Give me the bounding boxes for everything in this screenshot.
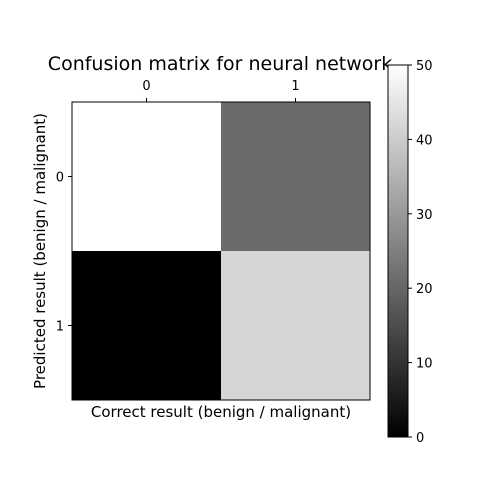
x-tick-label: 0 <box>142 79 150 94</box>
colorbar-ticks: 0 10 20 30 40 50 <box>408 59 433 446</box>
y-axis-label: Predicted result (benign / malignant) <box>31 113 49 389</box>
x-axis-label: Correct result (benign / malignant) <box>91 403 351 421</box>
heatmap-cell-0-0 <box>72 102 221 251</box>
colorbar-tick-label: 10 <box>416 357 433 372</box>
heatmap-cell-0-1 <box>221 102 370 251</box>
colorbar-tick-label: 40 <box>416 133 433 148</box>
colorbar-tick-label: 0 <box>416 431 424 446</box>
colorbar-tick-label: 20 <box>416 282 433 297</box>
colorbar-tick-label: 50 <box>416 59 433 74</box>
colorbar <box>387 64 409 438</box>
x-tick-label: 1 <box>291 79 299 94</box>
chart-title: Confusion matrix for neural network <box>48 53 392 75</box>
y-axis-ticks: 01 <box>56 171 72 335</box>
y-tick-label: 1 <box>56 320 64 335</box>
heatmap-cell-1-1 <box>221 251 370 400</box>
colorbar-tick-label: 30 <box>416 208 433 223</box>
heatmap-cell-1-0 <box>72 251 221 400</box>
y-tick-label: 0 <box>56 171 64 186</box>
heatmap-cells <box>72 102 370 400</box>
plot-frame <box>71 101 371 401</box>
